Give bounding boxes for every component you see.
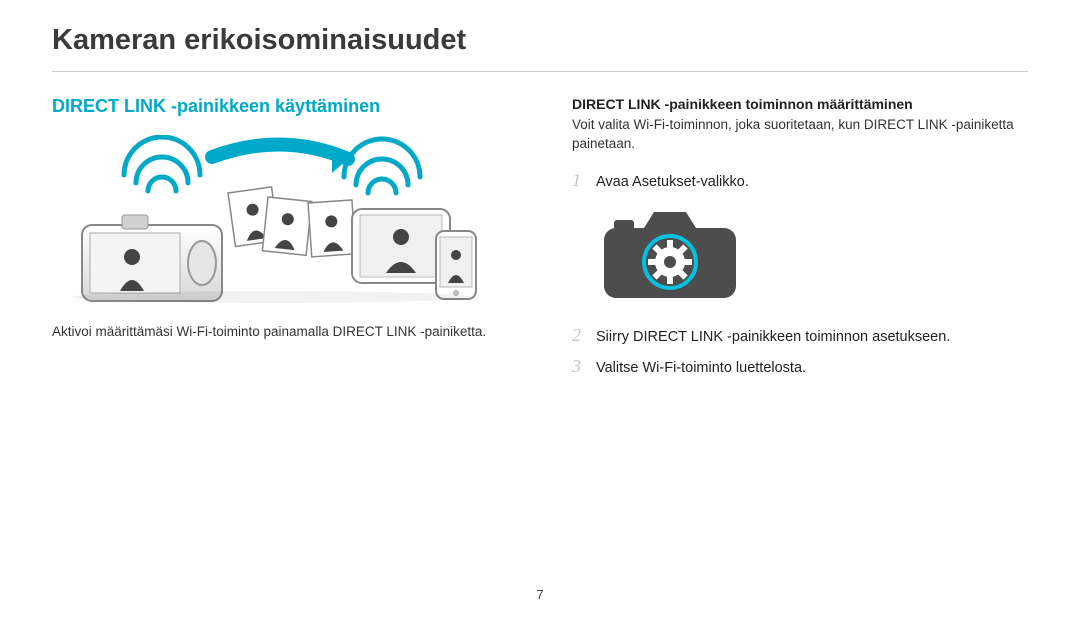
content-columns: DIRECT LINK -painikkeen käyttäminen bbox=[0, 72, 1080, 388]
step-row: 3 Valitse Wi-Fi-toiminto luettelosta. bbox=[572, 356, 1028, 380]
page-title: Kameran erikoisominaisuudet bbox=[52, 24, 1028, 57]
step-number: 1 bbox=[572, 170, 586, 191]
step-text: Siirry DIRECT LINK -painikkeen toiminnon… bbox=[596, 327, 950, 349]
step-number: 3 bbox=[572, 356, 586, 377]
step-text: Avaa Asetukset-valikko. bbox=[596, 172, 749, 194]
right-column: DIRECT LINK -painikkeen toiminnon määrit… bbox=[572, 96, 1028, 388]
left-caption: Aktivoi määrittämäsi Wi-Fi-toiminto pain… bbox=[52, 323, 532, 342]
right-subheading: DIRECT LINK -painikkeen toiminnon määrit… bbox=[572, 96, 1028, 112]
page-number: 7 bbox=[0, 587, 1080, 602]
left-section-heading: DIRECT LINK -painikkeen käyttäminen bbox=[52, 96, 532, 117]
transfer-illustration-svg bbox=[52, 135, 492, 305]
step-row: 1 Avaa Asetukset-valikko. bbox=[572, 170, 1028, 194]
step-number: 2 bbox=[572, 325, 586, 346]
right-subdesc: Voit valita Wi-Fi-toiminnon, joka suorit… bbox=[572, 116, 1028, 154]
wifi-transfer-illustration bbox=[52, 135, 532, 305]
step-text: Valitse Wi-Fi-toiminto luettelosta. bbox=[596, 358, 806, 380]
left-column: DIRECT LINK -painikkeen käyttäminen bbox=[52, 96, 532, 388]
camera-settings-icon bbox=[600, 202, 1028, 307]
step-row: 2 Siirry DIRECT LINK -painikkeen toiminn… bbox=[572, 325, 1028, 349]
